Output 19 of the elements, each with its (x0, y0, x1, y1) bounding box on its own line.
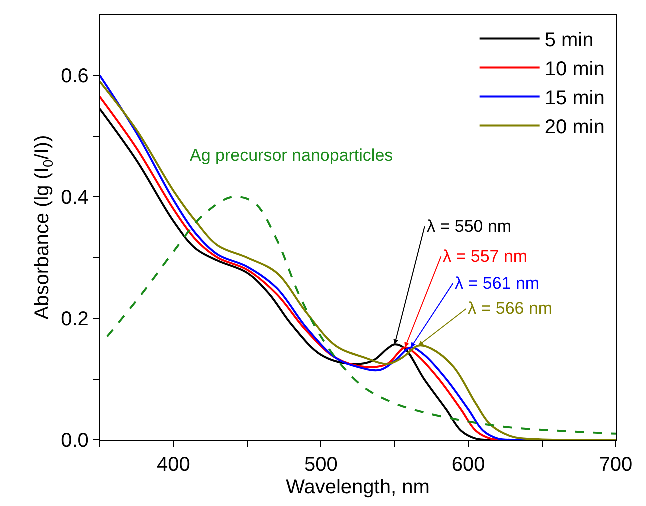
legend-label: 5 min (544, 30, 594, 52)
x-tick-label: 700 (599, 454, 633, 476)
legend-label: 10 min (544, 58, 605, 81)
text: Ag precursor nanoparticles (190, 146, 394, 165)
annotation: λ = 550 nm (427, 217, 512, 236)
legend-label: 20 min (544, 116, 605, 139)
line-series (106, 196, 616, 435)
annotation: λ = 557 nm (443, 247, 528, 266)
y-tick-label: 0.4 (61, 187, 89, 210)
y-tick-label: 0.6 (61, 66, 89, 88)
legend-label: 15 min (544, 88, 605, 110)
x-tick-label: 600 (452, 454, 486, 476)
y-tick-label: 0.2 (61, 308, 89, 331)
x-tick-label: 400 (157, 454, 190, 476)
x-tick-label: 500 (304, 454, 338, 476)
x-axis-title: Wavelength, nm (286, 476, 430, 499)
annotation: λ = 566 nm (468, 299, 553, 318)
annotation: λ = 561 nm (455, 274, 540, 293)
text: 0.0 (61, 430, 89, 452)
